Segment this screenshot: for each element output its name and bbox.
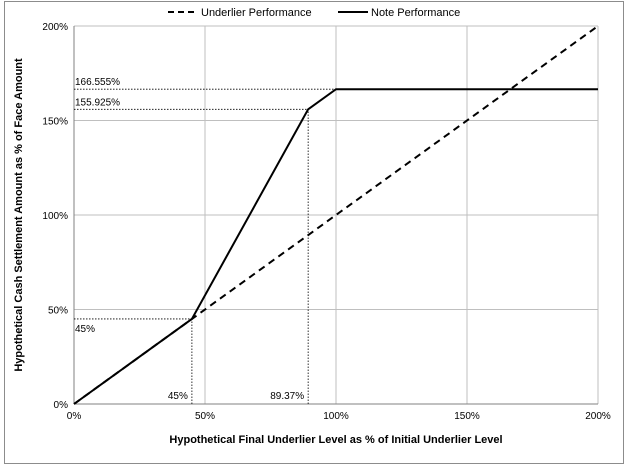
y-tick-label: 0% xyxy=(54,400,69,411)
x-tick-label: 200% xyxy=(585,411,611,422)
tick-labels: 0% 50% 100% 150% 200% 0% 50% 100% 150% 200% xyxy=(42,22,610,422)
x-annotation-label: 45% xyxy=(168,391,188,402)
chart-frame xyxy=(4,1,624,464)
y-annotation-label: 166.555% xyxy=(75,77,120,88)
legend: Underlier Performance Note Performance xyxy=(168,7,460,19)
y-axis-title: Hypothetical Cash Settlement Amount as %… xyxy=(13,58,25,372)
y-tick-label: 150% xyxy=(42,117,68,128)
x-annotation-label: 89.37% xyxy=(270,391,304,402)
annotation-labels: 166.555% 155.925% 45% 45% 89.37% xyxy=(75,77,304,402)
series-layer xyxy=(73,25,599,405)
x-axis-title: Hypothetical Final Underlier Level as % … xyxy=(169,434,502,446)
y-tick-label: 50% xyxy=(48,306,68,317)
x-tick-label: 0% xyxy=(67,411,82,422)
x-tick-label: 50% xyxy=(195,411,215,422)
legend-entry: Underlier Performance xyxy=(201,7,312,19)
y-annotation-label: 155.925% xyxy=(75,97,120,108)
x-tick-label: 150% xyxy=(454,411,480,422)
x-tick-label: 100% xyxy=(323,411,349,422)
annotation-lines xyxy=(74,88,336,404)
y-tick-label: 200% xyxy=(42,22,68,33)
series-line-note-performance xyxy=(73,88,598,405)
legend-entry: Note Performance xyxy=(371,7,460,19)
y-tick-label: 100% xyxy=(42,211,68,222)
y-annotation-label: 45% xyxy=(75,324,95,335)
